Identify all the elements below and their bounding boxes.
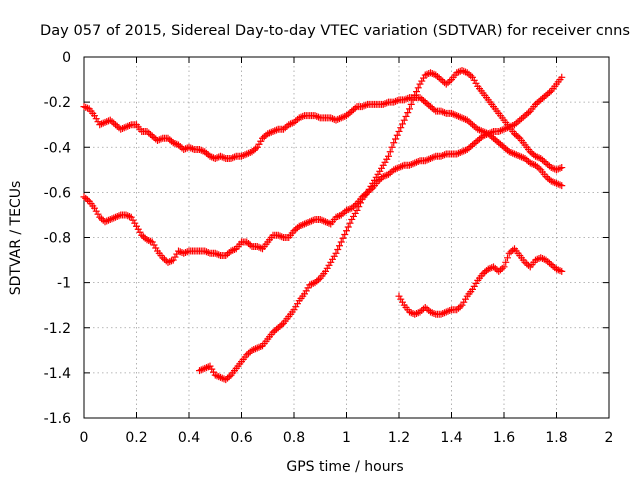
y-tick-label: -0.8: [44, 231, 71, 247]
data-point: [558, 182, 566, 190]
data-point: [385, 152, 392, 160]
data-point: [504, 254, 511, 262]
y-tick-label: 0: [62, 50, 71, 66]
data-point: [558, 164, 566, 172]
data-point: [397, 124, 405, 132]
data-point: [400, 116, 408, 124]
x-tick-label: 0.2: [125, 430, 147, 446]
x-tick-label: 1: [342, 430, 351, 446]
data-point: [395, 127, 403, 135]
series-upper: [80, 94, 566, 190]
data-point: [413, 88, 420, 96]
data-point: [353, 206, 361, 214]
series-lower: [395, 245, 566, 318]
y-tick-label: -1.2: [44, 321, 71, 337]
x-tick-label: 1.8: [545, 430, 567, 446]
data-point: [558, 73, 566, 81]
x-tick-label: 0.6: [230, 430, 252, 446]
data-point: [357, 199, 364, 207]
data-point: [407, 100, 415, 108]
x-tick-label: 1.6: [493, 430, 515, 446]
data-points: [80, 67, 566, 384]
data-point: [343, 227, 350, 235]
data-point: [500, 263, 508, 271]
x-tick-label: 1.4: [440, 430, 462, 446]
data-point: [409, 96, 417, 104]
y-axis-label: SDTVAR / TECUs: [8, 181, 24, 296]
y-tick-label: -1.4: [44, 366, 71, 382]
y-tick-label: -0.4: [44, 140, 71, 156]
data-point: [399, 120, 406, 128]
data-point: [332, 249, 340, 257]
data-point: [336, 242, 343, 250]
data-point: [334, 246, 342, 254]
data-point: [411, 91, 419, 99]
data-point: [392, 135, 399, 143]
data-point: [414, 84, 422, 92]
x-tick-label: 1.2: [388, 430, 410, 446]
data-point: [344, 223, 352, 231]
x-tick-label: 0.8: [283, 430, 305, 446]
y-tick-label: -1.6: [44, 411, 71, 427]
chart-title: Day 057 of 2015, Sidereal Day-to-day VTE…: [40, 23, 630, 39]
data-point: [406, 105, 413, 113]
data-point: [404, 109, 412, 117]
data-point: [402, 112, 410, 120]
y-tick-label: -1: [57, 276, 71, 292]
data-point: [346, 219, 354, 227]
x-tick-label: 2: [605, 430, 614, 446]
x-axis-label: GPS time / hours: [286, 459, 403, 475]
data-point: [386, 148, 394, 156]
data-point: [388, 143, 396, 151]
data-point: [393, 131, 401, 139]
data-point: [558, 267, 566, 275]
data-point: [337, 238, 345, 246]
y-tick-label: -0.2: [44, 95, 71, 111]
x-tick-label: 0.4: [178, 430, 200, 446]
y-tick-label: -0.6: [44, 185, 71, 201]
data-point: [339, 234, 347, 242]
grid-lines: [84, 57, 609, 418]
axis-ticks: 0 0.2 0.4 0.6 0.8 1 1.2 1.4 1.6 1.8 2 0 -0.2 -0.4 -0.6…: [44, 50, 614, 446]
data-point: [355, 203, 363, 211]
data-point: [341, 230, 349, 238]
series-rising: [196, 67, 566, 384]
x-tick-label: 0: [80, 430, 89, 446]
data-point: [390, 139, 398, 147]
data-point: [502, 258, 510, 266]
